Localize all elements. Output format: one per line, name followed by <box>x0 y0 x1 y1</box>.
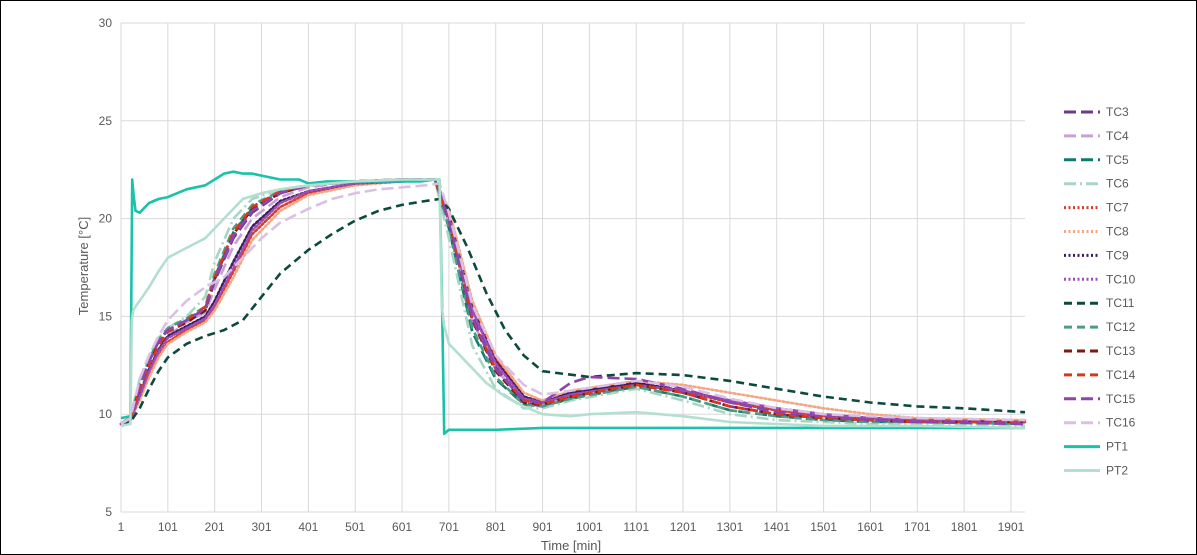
legend-label-tc4: TC4 <box>1106 129 1129 143</box>
x-tick-label: 201 <box>205 520 225 534</box>
series-line-tc4 <box>120 178 1026 426</box>
x-tick-label: 601 <box>392 520 412 534</box>
x-tick-label: 401 <box>298 520 318 534</box>
legend-label-tc13: TC13 <box>1106 344 1136 358</box>
plot-area <box>119 170 1027 436</box>
x-tick-label: 1901 <box>998 520 1025 534</box>
x-tick-label: 301 <box>252 520 272 534</box>
x-tick-label: 1101 <box>623 520 649 534</box>
legend-label-tc12: TC12 <box>1106 320 1136 334</box>
x-axis-ticks: 1 101 201 301 401 501 601 701 801 901 1001 1101 1201… <box>118 520 1025 534</box>
x-tick-label: 1401 <box>763 520 790 534</box>
x-tick-label: 1201 <box>670 520 697 534</box>
legend: TC3 TC4 TC5 TC6 TC7 TC8 TC9 TC10 TC11 TC12 TC13 TC1… <box>1064 105 1136 478</box>
x-tick-label: 1 <box>118 520 125 534</box>
legend-label-tc14: TC14 <box>1106 368 1136 382</box>
y-tick-label: 10 <box>99 407 113 421</box>
series-line-tc11 <box>120 197 1026 426</box>
legend-label-tc6: TC6 <box>1106 177 1129 191</box>
series-line-pt1 <box>120 170 1025 436</box>
x-tick-label: 901 <box>533 520 553 534</box>
legend-label-pt1: PT1 <box>1106 440 1128 454</box>
legend-label-tc8: TC8 <box>1106 225 1129 239</box>
y-tick-label: 25 <box>99 114 113 128</box>
series-line-pt2 <box>120 178 1026 430</box>
x-tick-label: 701 <box>439 520 459 534</box>
x-tick-label: 1601 <box>857 520 884 534</box>
legend-label-tc15: TC15 <box>1106 392 1136 406</box>
legend-label-tc11: TC11 <box>1106 296 1135 310</box>
series-line-tc16 <box>120 182 1026 426</box>
y-axis-ticks: 5 10 15 20 25 30 <box>99 16 113 519</box>
y-tick-label: 30 <box>99 16 113 30</box>
x-tick-label: 1001 <box>576 520 603 534</box>
legend-label-pt2: PT2 <box>1106 464 1128 478</box>
series-line-tc6 <box>120 178 1026 428</box>
legend-label-tc3: TC3 <box>1106 105 1129 119</box>
x-tick-label: 1801 <box>951 520 978 534</box>
y-tick-label: 5 <box>105 505 112 519</box>
legend-label-tc5: TC5 <box>1106 153 1129 167</box>
grid <box>120 22 1025 513</box>
x-tick-label: 501 <box>345 520 365 534</box>
x-tick-label: 1701 <box>904 520 931 534</box>
y-tick-label: 15 <box>99 309 113 323</box>
y-tick-label: 20 <box>99 212 113 226</box>
legend-label-tc7: TC7 <box>1106 201 1129 215</box>
x-axis-title: Time [min] <box>541 538 601 553</box>
legend-label-tc16: TC16 <box>1106 416 1136 430</box>
legend-label-tc10: TC10 <box>1106 272 1136 286</box>
y-axis-title: Temperature [°C] <box>76 217 91 315</box>
x-tick-label: 801 <box>486 520 506 534</box>
legend-label-tc9: TC9 <box>1106 248 1129 262</box>
x-tick-label: 101 <box>158 520 178 534</box>
x-tick-label: 1301 <box>717 520 744 534</box>
x-tick-label: 1501 <box>810 520 837 534</box>
